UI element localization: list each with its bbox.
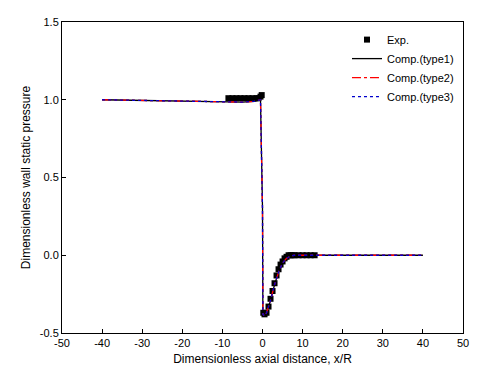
svg-text:-10: -10 bbox=[214, 337, 230, 349]
svg-text:Comp.(type2): Comp.(type2) bbox=[387, 72, 454, 84]
svg-text:0.5: 0.5 bbox=[44, 171, 59, 183]
svg-text:20: 20 bbox=[337, 337, 349, 349]
svg-text:1.0: 1.0 bbox=[44, 94, 59, 106]
svg-text:-0.5: -0.5 bbox=[40, 327, 59, 339]
svg-text:-30: -30 bbox=[134, 337, 150, 349]
svg-text:1.5: 1.5 bbox=[44, 16, 59, 28]
svg-text:Comp.(type3): Comp.(type3) bbox=[387, 91, 454, 103]
svg-text:-40: -40 bbox=[94, 337, 110, 349]
svg-text:-20: -20 bbox=[174, 337, 190, 349]
svg-text:10: 10 bbox=[296, 337, 308, 349]
svg-text:Dimensionless wall static pres: Dimensionless wall static pressure bbox=[19, 85, 33, 269]
svg-text:Dimensionless axial distance,: Dimensionless axial distance, x/R bbox=[173, 352, 352, 366]
svg-text:50: 50 bbox=[457, 337, 469, 349]
svg-text:40: 40 bbox=[417, 337, 429, 349]
svg-text:0: 0 bbox=[259, 337, 265, 349]
svg-text:30: 30 bbox=[377, 337, 389, 349]
svg-text:-50: -50 bbox=[54, 337, 70, 349]
svg-text:Comp.(type1): Comp.(type1) bbox=[387, 53, 454, 65]
svg-text:Exp.: Exp. bbox=[387, 34, 409, 46]
svg-text:0.0: 0.0 bbox=[44, 249, 59, 261]
